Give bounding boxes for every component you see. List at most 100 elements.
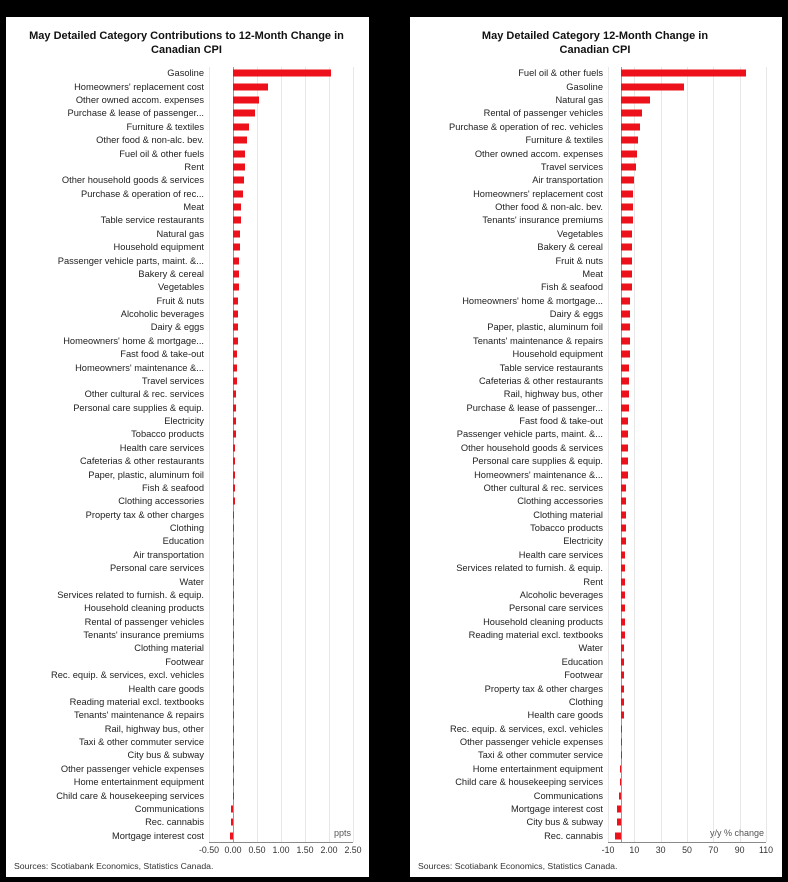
category-label: Homeowners' maintenance &... — [75, 362, 204, 373]
bar — [621, 350, 631, 358]
bar-rows: Fuel oil & other fuels Gasoline Natural ga… — [416, 67, 774, 842]
category-label: Purchase & lease of passenger... — [67, 108, 204, 119]
bar-track — [209, 107, 353, 120]
category-label: Homeowners' home & mortgage... — [63, 335, 204, 346]
bar-row: Communications — [12, 802, 361, 815]
bar-row: Gasoline — [12, 67, 361, 80]
bar-track — [608, 267, 766, 280]
category-label: Personal care supplies & equip. — [472, 456, 603, 467]
bar-row: Fast food & take-out — [12, 347, 361, 360]
bar — [621, 524, 627, 532]
category-label: Fast food & take-out — [519, 416, 603, 427]
bar-row: Communications — [416, 789, 774, 802]
bar — [621, 404, 630, 412]
category-label: Tenants' maintenance & repairs — [473, 335, 603, 346]
bar — [619, 765, 622, 773]
bar-track — [209, 240, 353, 253]
bar-track — [608, 174, 766, 187]
bar — [233, 564, 234, 572]
category-label: City bus & subway — [127, 750, 204, 761]
bar — [621, 163, 636, 171]
bar-row: Tenants' insurance premiums — [416, 214, 774, 227]
bar-row: Paper, plastic, aluminum foil — [416, 321, 774, 334]
category-label: Communications — [533, 790, 603, 801]
bar-row: Personal care services — [12, 561, 361, 574]
bar-row: Rent — [416, 575, 774, 588]
bar-track — [608, 722, 766, 735]
bar-track — [608, 281, 766, 294]
bar — [233, 644, 234, 652]
bar-row: Footwear — [416, 668, 774, 681]
bar-track — [209, 668, 353, 681]
bar-track — [209, 468, 353, 481]
axis-tick-label: 50 — [682, 845, 692, 855]
bar-track — [209, 200, 353, 213]
bar-track — [608, 548, 766, 561]
bar — [621, 377, 630, 385]
bar — [229, 832, 233, 840]
category-label: Bakery & cereal — [537, 242, 603, 253]
bar — [233, 738, 234, 746]
bar-row: Alcoholic beverages — [416, 588, 774, 601]
bar-row: Homeowners' home & mortgage... — [416, 294, 774, 307]
bar-row: Tenants' maintenance & repairs — [416, 334, 774, 347]
category-label: Dairy & eggs — [549, 309, 603, 320]
bar-row: Rail, highway bus, other — [416, 388, 774, 401]
category-label: Cafeterias & other restaurants — [79, 456, 204, 467]
category-label: Personal care services — [109, 563, 204, 574]
bar-row: Rec. equip. & services, excl. vehicles — [12, 668, 361, 681]
bar-row: Fast food & take-out — [416, 414, 774, 427]
bar-track — [209, 481, 353, 494]
bar-row: Rec. equip. & services, excl. vehicles — [416, 722, 774, 735]
category-label: Meat — [582, 268, 603, 279]
category-label: Other household goods & services — [61, 175, 204, 186]
bar-row: Fruit & nuts — [12, 294, 361, 307]
bar-row: Cafeterias & other restaurants — [12, 454, 361, 467]
bar-track — [209, 548, 353, 561]
category-label: Rec. equip. & services, excl. vehicles — [51, 670, 204, 681]
bar-row: Air transportation — [416, 174, 774, 187]
bar-track — [608, 642, 766, 655]
category-label: Homeowners' home & mortgage... — [462, 295, 603, 306]
category-label: Reading material excl. textbooks — [468, 630, 603, 641]
category-label: Health care goods — [527, 710, 603, 721]
bar — [233, 390, 237, 398]
category-label: Mortgage interest cost — [511, 803, 603, 814]
bar — [621, 190, 633, 198]
bar-track — [608, 628, 766, 641]
bar — [621, 136, 639, 144]
bar-row: Natural gas — [12, 227, 361, 240]
bar — [233, 497, 235, 505]
category-label: Home entertainment equipment — [73, 777, 204, 788]
bar-row: Travel services — [12, 374, 361, 387]
bar-row: Tobacco products — [416, 521, 774, 534]
bar — [233, 83, 268, 91]
category-label: Other food & non-alc. bev. — [96, 135, 204, 146]
bar-track — [608, 695, 766, 708]
axis-tick-label: 110 — [758, 845, 774, 855]
category-label: Mortgage interest cost — [112, 830, 204, 841]
category-label: Services related to furnish. & equip. — [57, 589, 204, 600]
axis-tick-label: -10 — [601, 845, 615, 855]
category-label: Passenger vehicle parts, maint. &... — [456, 429, 603, 440]
bar-row: Rec. cannabis — [12, 816, 361, 829]
bar — [621, 390, 630, 398]
bar-track — [209, 334, 353, 347]
bar-track — [608, 133, 766, 146]
bar — [233, 417, 236, 425]
category-label: Alcoholic beverages — [120, 309, 204, 320]
bar-row: Property tax & other charges — [12, 508, 361, 521]
bar-row: Furniture & textiles — [12, 120, 361, 133]
category-label: Clothing accessories — [517, 496, 603, 507]
bar-track — [608, 749, 766, 762]
category-label: Rental of passenger vehicles — [84, 616, 204, 627]
bar — [233, 96, 260, 104]
bar-track — [209, 147, 353, 160]
bar-track — [608, 535, 766, 548]
bar — [233, 484, 235, 492]
category-label: Rent — [583, 576, 603, 587]
category-label: Clothing material — [533, 509, 603, 520]
bar-row: Household equipment — [416, 347, 774, 360]
bar — [233, 604, 234, 612]
bar — [233, 578, 234, 586]
